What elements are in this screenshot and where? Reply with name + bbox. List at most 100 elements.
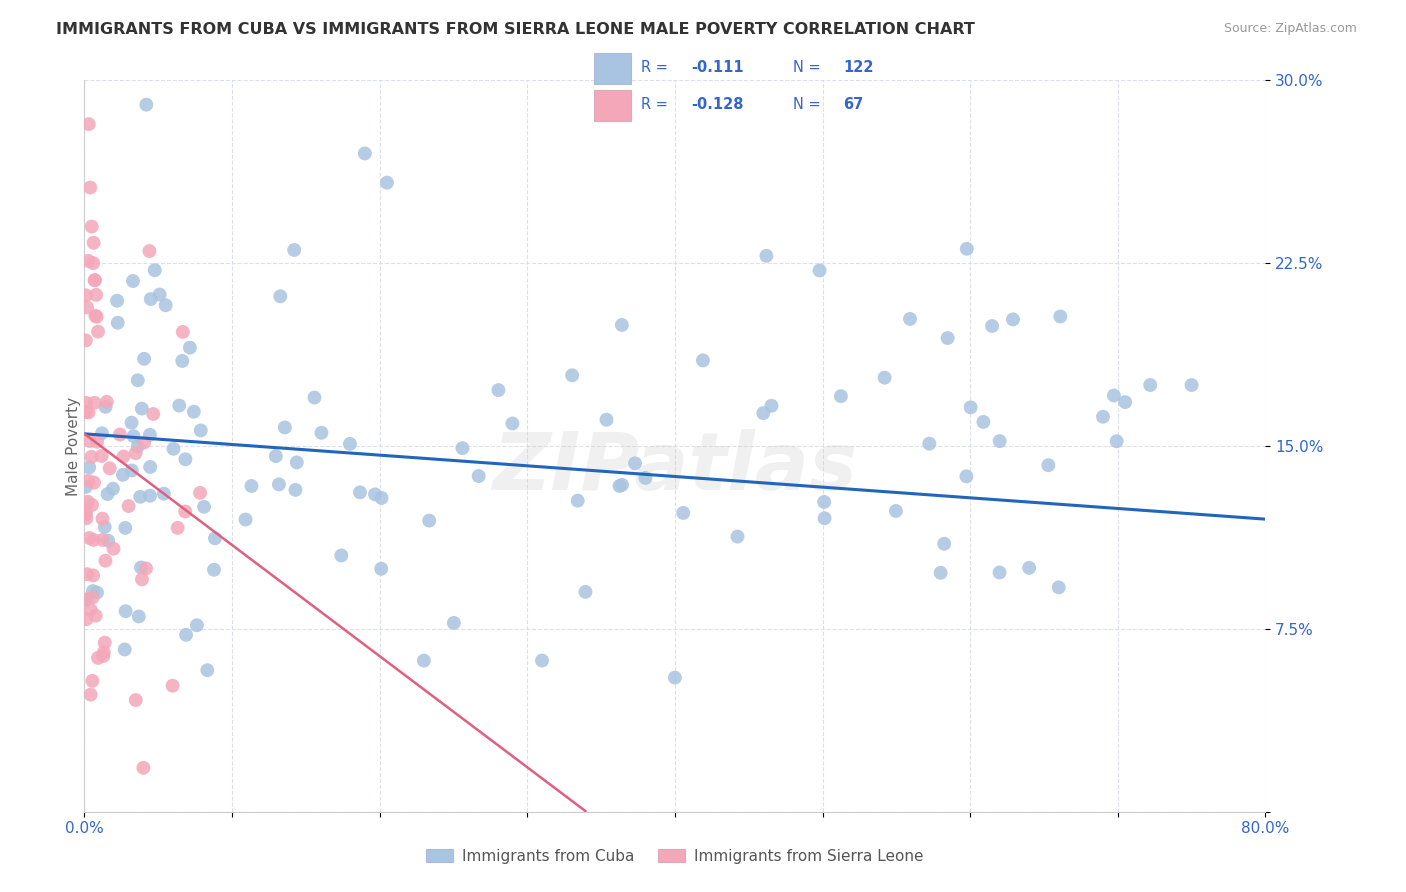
Point bbox=[139, 427, 162, 442]
Point bbox=[86, 434, 108, 449]
Point bbox=[108, 427, 131, 442]
Text: IMMIGRANTS FROM CUBA VS IMMIGRANTS FROM SIERRA LEONE MALE POVERTY CORRELATION CH: IMMIGRANTS FROM CUBA VS IMMIGRANTS FROM … bbox=[56, 22, 976, 37]
Point bbox=[105, 293, 128, 308]
Point bbox=[93, 645, 115, 659]
Point bbox=[988, 566, 1011, 580]
Point bbox=[75, 511, 97, 525]
Point bbox=[936, 331, 959, 345]
Point bbox=[129, 560, 152, 574]
Point bbox=[82, 673, 104, 688]
Point bbox=[86, 310, 108, 324]
Point bbox=[330, 549, 353, 563]
Point bbox=[193, 500, 215, 514]
Point bbox=[467, 469, 489, 483]
Point bbox=[354, 146, 377, 161]
Point bbox=[672, 506, 695, 520]
Point bbox=[664, 671, 686, 685]
Point bbox=[561, 368, 583, 383]
Point bbox=[75, 405, 97, 419]
Point bbox=[531, 654, 554, 668]
Point bbox=[727, 530, 749, 544]
Point bbox=[84, 309, 107, 323]
Point bbox=[77, 405, 100, 419]
Point bbox=[127, 440, 149, 454]
Text: -0.111: -0.111 bbox=[692, 60, 744, 75]
Point bbox=[111, 467, 134, 482]
Point bbox=[75, 288, 97, 302]
Point bbox=[624, 456, 647, 470]
Point bbox=[692, 353, 714, 368]
Point bbox=[86, 585, 108, 599]
Point bbox=[752, 406, 775, 420]
Point bbox=[284, 483, 307, 497]
Point bbox=[84, 608, 107, 623]
Point bbox=[264, 449, 287, 463]
Point bbox=[339, 437, 361, 451]
Point bbox=[139, 292, 162, 306]
Point bbox=[75, 612, 97, 626]
Point bbox=[143, 263, 166, 277]
Point bbox=[349, 485, 371, 500]
Point bbox=[91, 533, 114, 547]
Point bbox=[959, 401, 981, 415]
Point bbox=[83, 273, 105, 287]
Text: R =: R = bbox=[641, 97, 668, 112]
Point bbox=[609, 479, 631, 493]
Point bbox=[955, 469, 977, 483]
Point bbox=[190, 424, 212, 438]
Point bbox=[813, 495, 835, 509]
Point bbox=[162, 442, 184, 456]
Point bbox=[77, 117, 100, 131]
Point bbox=[83, 475, 105, 490]
Point bbox=[83, 235, 105, 250]
Point bbox=[364, 487, 387, 501]
Point bbox=[94, 635, 117, 649]
Point bbox=[84, 288, 107, 302]
Point bbox=[75, 508, 97, 522]
Point bbox=[77, 474, 100, 488]
Point bbox=[418, 514, 440, 528]
Point bbox=[79, 434, 101, 448]
Point bbox=[174, 504, 197, 518]
Point bbox=[830, 389, 852, 403]
Point bbox=[87, 651, 110, 665]
Point bbox=[610, 318, 633, 332]
Point bbox=[128, 609, 150, 624]
Point bbox=[114, 642, 136, 657]
Point bbox=[103, 541, 125, 556]
Point bbox=[132, 761, 155, 775]
Point bbox=[75, 334, 97, 348]
Point bbox=[97, 533, 120, 548]
Point bbox=[1049, 310, 1071, 324]
Point bbox=[873, 370, 896, 384]
FancyBboxPatch shape bbox=[593, 90, 631, 120]
Text: 122: 122 bbox=[844, 60, 873, 75]
Point bbox=[981, 318, 1004, 333]
Point bbox=[567, 493, 589, 508]
Point bbox=[1047, 581, 1070, 595]
Point bbox=[167, 399, 190, 413]
Point bbox=[94, 554, 117, 568]
Point bbox=[77, 253, 100, 268]
FancyBboxPatch shape bbox=[593, 54, 631, 84]
Point bbox=[127, 373, 149, 387]
Point bbox=[77, 460, 100, 475]
Point bbox=[76, 592, 98, 607]
Point bbox=[370, 491, 392, 505]
Point bbox=[808, 263, 831, 277]
Point bbox=[91, 648, 114, 663]
Point bbox=[98, 461, 121, 475]
Point bbox=[188, 486, 211, 500]
Point bbox=[129, 490, 152, 504]
Point bbox=[76, 567, 98, 582]
Point bbox=[956, 242, 979, 256]
Point bbox=[304, 391, 326, 405]
Point bbox=[149, 287, 172, 301]
Point bbox=[269, 289, 291, 303]
Point bbox=[755, 249, 778, 263]
Point bbox=[183, 405, 205, 419]
Text: N =: N = bbox=[793, 60, 820, 75]
Point bbox=[595, 413, 617, 427]
Point bbox=[443, 615, 465, 630]
Point bbox=[162, 679, 184, 693]
